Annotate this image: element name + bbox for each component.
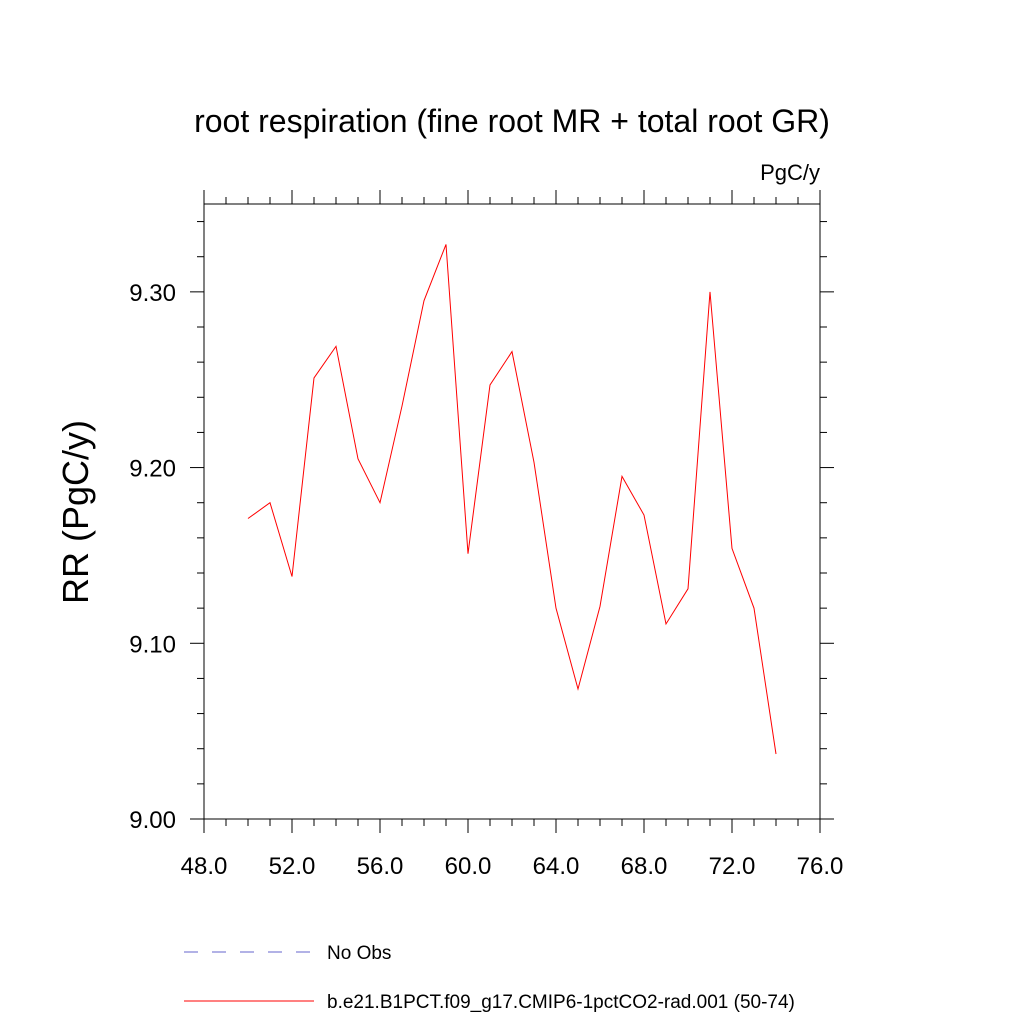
series-group xyxy=(247,244,777,755)
y-tick-label: 9.00 xyxy=(129,807,176,834)
x-tick-label: 76.0 xyxy=(797,853,844,880)
units-label: PgC/y xyxy=(760,160,820,185)
plot-frame xyxy=(203,203,821,820)
x-tick-label: 60.0 xyxy=(445,853,492,880)
y-axis-label: RR (PgC/y) xyxy=(55,420,96,604)
y-tick-label: 9.30 xyxy=(129,280,176,307)
x-tick-label: 68.0 xyxy=(621,853,668,880)
chart-title: root respiration (fine root MR + total r… xyxy=(194,103,830,139)
legend: No Obs b.e21.B1PCT.f09_g17.CMIP6-1pctCO2-… xyxy=(184,943,795,1013)
y-tick-label: 9.20 xyxy=(129,456,176,483)
series-line xyxy=(247,244,777,755)
axis-tick-labels: 48.0 52.0 56.0 60.0 64.0 68.0 72.0 76.0 9.00 9.10… xyxy=(129,280,843,880)
legend-label: No Obs xyxy=(327,943,391,964)
x-tick-label: 56.0 xyxy=(357,853,404,880)
y-tick-label: 9.10 xyxy=(129,631,176,658)
x-tick-label: 64.0 xyxy=(533,853,580,880)
axis-ticks xyxy=(190,190,834,833)
x-tick-label: 72.0 xyxy=(709,853,756,880)
x-tick-label: 48.0 xyxy=(181,853,228,880)
x-tick-label: 52.0 xyxy=(269,853,316,880)
legend-label: b.e21.B1PCT.f09_g17.CMIP6-1pctCO2-rad.00… xyxy=(327,992,795,1013)
